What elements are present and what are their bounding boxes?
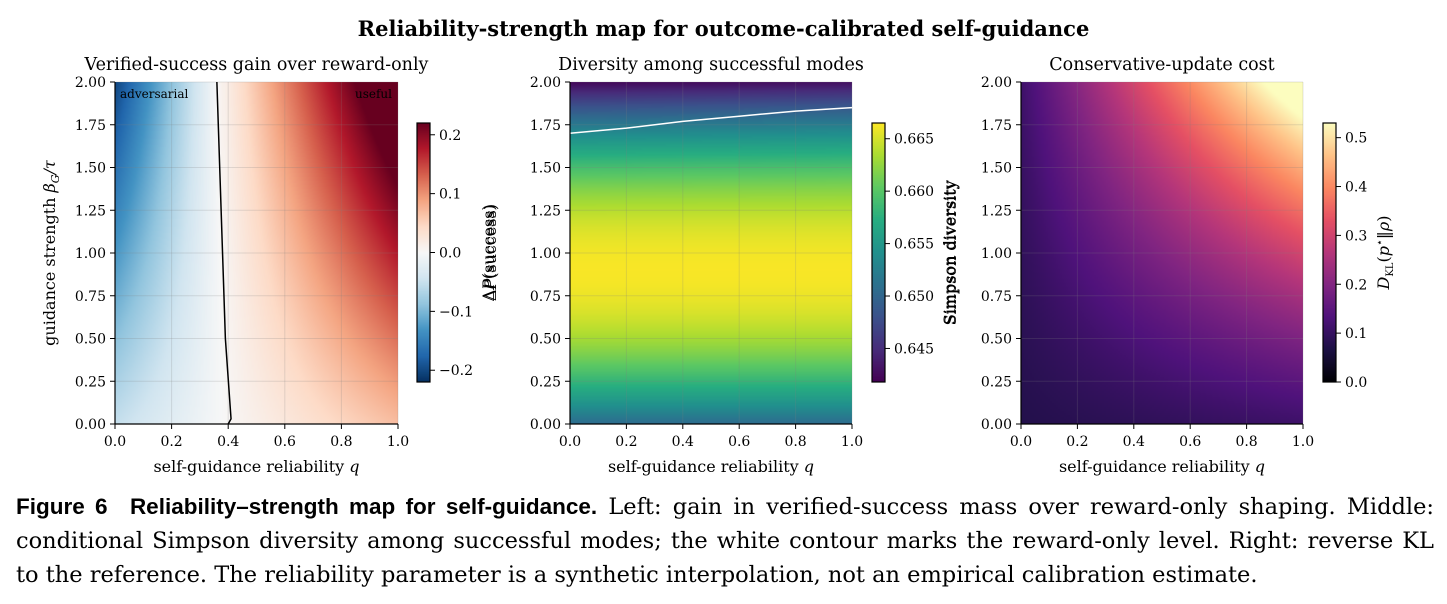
panel-title: Verified-success gain over reward-only [84, 55, 429, 75]
y-tick-label: 0.25 [75, 374, 106, 390]
colorbar-tick-label: 0.1 [439, 187, 461, 203]
y-tick-label: 0.75 [981, 289, 1012, 305]
y-tick-label: 0.50 [981, 332, 1012, 348]
colorbar-tick-label: 0.645 [894, 341, 934, 357]
y-tick-label: 1.75 [75, 118, 106, 134]
y-tick-label: 0.00 [530, 417, 561, 433]
x-tick-label: 0.4 [1123, 434, 1145, 450]
y-tick-label: 1.50 [981, 161, 1012, 177]
caption-text: Left: gain in verified-success mass over… [16, 494, 1434, 588]
x-tick-label: 0.8 [330, 434, 352, 450]
y-tick-label: 1.00 [75, 246, 106, 262]
x-axis-label: self-guidance reliability q [1059, 457, 1265, 476]
panel-2: 0.0 0.2 0.4 0.6 0.8 1.0 0.00 0.25 0.50 0.75 1.00 1.… [479, 55, 959, 476]
annotation-adversarial: adversarial [120, 87, 188, 101]
colorbar-gradient [872, 123, 885, 382]
colorbar-tick-label: 0.655 [894, 237, 934, 253]
caption-heading: Reliability–strength map for self-guidan… [129, 494, 598, 519]
colorbar-tick-label: 0.650 [894, 289, 934, 305]
colorbar-tick-label: 0.2 [1345, 277, 1367, 293]
y-tick-label: 2.00 [981, 75, 1012, 91]
y-tick-label: 0.75 [75, 289, 106, 305]
colorbar-tick-label: 0.1 [1345, 326, 1367, 342]
heatmap-image [570, 82, 852, 424]
y-tick-label: 1.25 [981, 203, 1012, 219]
colorbar-tick-label: −0.1 [439, 304, 473, 320]
y-tick-label: 0.50 [530, 332, 561, 348]
colorbar-tick-label: 0.665 [894, 132, 934, 148]
y-tick-label: 1.75 [981, 118, 1012, 134]
colorbar-tick-label: 0.3 [1345, 228, 1367, 244]
colorbar-tick-label: 0.660 [894, 184, 934, 200]
x-tick-label: 1.0 [1292, 434, 1314, 450]
panel-3: 0.0 0.2 0.4 0.6 0.8 1.0 0.00 0.25 0.50 0.75 1.00 1.… [941, 55, 1396, 476]
x-axis-label: self-guidance reliability q [608, 457, 814, 476]
y-axis-label: Simpson diversity [941, 180, 960, 325]
zero-contour-line [216, 81, 232, 425]
x-axis-label: self-guidance reliability q [153, 457, 359, 476]
y-tick-label: 0.50 [75, 332, 106, 348]
panel-title: Diversity among successful modes [558, 55, 864, 75]
y-axis-label: guidance strength βG/τ [40, 159, 62, 346]
x-tick-label: 0.6 [728, 434, 750, 450]
x-tick-label: 0.8 [784, 434, 806, 450]
figure-suptitle: Reliability-strength map for outcome-cal… [357, 16, 1090, 41]
y-tick-label: 1.25 [530, 203, 561, 219]
y-tick-label: 0.25 [981, 374, 1012, 390]
colorbar-gradient [1323, 123, 1336, 382]
colorbar-tick-label: 0.2 [439, 128, 461, 144]
x-tick-label: 0.0 [1010, 434, 1032, 450]
panel-title: Conservative-update cost [1049, 55, 1274, 75]
y-tick-label: 1.00 [530, 246, 561, 262]
colorbar-label: ΔP(success) [481, 204, 500, 301]
colorbar-tick-label: 0.0 [1345, 375, 1367, 391]
x-tick-label: 0.4 [217, 434, 239, 450]
heatmap-image [115, 82, 398, 424]
y-tick-label: 0.25 [530, 374, 561, 390]
x-tick-label: 0.0 [104, 434, 126, 450]
y-tick-label: 2.00 [75, 75, 106, 91]
x-tick-label: 0.0 [559, 434, 581, 450]
figure-canvas: 0.0 0.2 0.4 0.6 0.8 1.0 0.00 0.25 0.50 0.75 1.00 1.… [40, 55, 1396, 476]
x-tick-label: 1.0 [841, 434, 863, 450]
y-tick-label: 0.00 [75, 417, 106, 433]
x-tick-label: 0.2 [160, 434, 182, 450]
colorbar-label: Simpson diversity [940, 180, 959, 325]
colorbar-tick-label: 0.0 [439, 246, 461, 262]
colorbar-tick-label: −0.2 [439, 363, 473, 379]
x-tick-label: 0.2 [615, 434, 637, 450]
colorbar-label: DKL(p⋆‖ρ) [1373, 216, 1396, 291]
y-tick-label: 2.00 [530, 75, 561, 91]
x-tick-label: 0.4 [672, 434, 694, 450]
y-tick-label: 1.75 [530, 118, 561, 134]
reward-only-contour-line [569, 106, 853, 135]
caption-label: Figure 6 [16, 494, 108, 519]
figure-caption: Figure 6 Reliability–strength map for se… [16, 490, 1434, 592]
y-axis-label: ΔP(success) [479, 204, 498, 301]
y-tick-label: 1.50 [75, 161, 106, 177]
x-tick-label: 1.0 [387, 434, 409, 450]
annotation-useful: useful [355, 87, 392, 101]
colorbar-frame [1322, 122, 1337, 383]
heatmap-image [1021, 82, 1303, 424]
colorbar-tick-label: 0.4 [1345, 180, 1367, 196]
y-tick-label: 1.00 [981, 246, 1012, 262]
y-tick-label: 0.00 [981, 417, 1012, 433]
y-tick-label: 1.25 [75, 203, 106, 219]
colorbar-tick-label: 0.5 [1345, 131, 1367, 147]
colorbar-frame [871, 122, 886, 383]
panel-1: 0.0 0.2 0.4 0.6 0.8 1.0 0.00 0.25 0.50 0.75 1.00 1.… [40, 55, 500, 476]
y-tick-label: 0.75 [530, 289, 561, 305]
x-tick-label: 0.6 [1179, 434, 1201, 450]
x-tick-label: 0.6 [274, 434, 296, 450]
x-tick-label: 0.2 [1066, 434, 1088, 450]
y-tick-label: 1.50 [530, 161, 561, 177]
colorbar-gradient [417, 123, 430, 382]
x-tick-label: 0.8 [1235, 434, 1257, 450]
